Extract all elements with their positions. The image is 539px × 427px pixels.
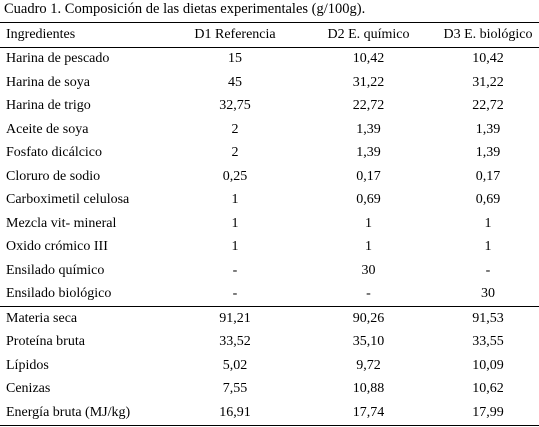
value-cell: 10,42	[472, 51, 504, 67]
table-row: Aceite de soya 2 1,39 1,39	[0, 118, 539, 142]
row-label-cell: Cenizas	[6, 381, 51, 397]
row-label-cell: Lípidos	[6, 357, 49, 373]
value-cell: -	[366, 286, 371, 302]
value-cell: 32,75	[219, 98, 251, 114]
value-cell: 1	[231, 192, 239, 208]
value-cell: 1	[484, 239, 492, 255]
value-cell: 2	[231, 145, 239, 161]
value-cell: 30	[481, 286, 495, 302]
table-row: Cenizas 7,55 10,88 10,62	[0, 378, 539, 402]
row-label-cell: Ensilado biológico	[6, 286, 112, 302]
value-cell: 1	[484, 215, 492, 231]
value-cell: 0,25	[222, 168, 248, 184]
value-cell: 10,88	[352, 381, 385, 397]
table-caption: Cuadro 1. Composición de las dietas expe…	[4, 1, 366, 17]
row-label-cell: Materia seca	[0, 306, 164, 331]
diet-composition-table: Ingredientes D1 Referencia D2 E. químico…	[0, 22, 539, 426]
value-cell: 1	[231, 239, 239, 255]
value-cell: 5,02	[222, 357, 248, 373]
column-header-d3: D3 E. biológico	[443, 26, 533, 42]
value-cell: 1	[365, 215, 372, 231]
value-cell: 0,69	[356, 192, 381, 208]
value-cell: 22,72	[472, 98, 504, 114]
row-label-cell: Aceite de soya	[6, 121, 89, 137]
value-cell: 16,91	[164, 401, 306, 426]
row-label-cell: Mezcla vit- mineral	[6, 215, 117, 231]
table-row: Energía bruta (MJ/kg) 16,91 17,74 17,99	[0, 401, 539, 426]
table-row: Cloruro de sodio 0,25 0,17 0,17	[0, 165, 539, 189]
header-row: Ingredientes D1 Referencia D2 E. químico…	[0, 22, 539, 47]
ingredients-rows: Harina de pescado 15 10,42 10,42 Harina de s…	[0, 47, 539, 307]
value-cell: 31,22	[472, 74, 504, 90]
value-cell: 91,21	[164, 306, 306, 331]
value-cell: 1,39	[356, 145, 381, 161]
value-cell: 33,52	[219, 334, 251, 350]
value-cell: 90,26	[306, 306, 431, 331]
value-cell: 10,42	[352, 51, 385, 67]
value-cell: -	[485, 262, 491, 278]
table-row: Ensilado biológico - - 30	[0, 283, 539, 307]
table-row: Carboximetil celulosa 1 0,69 0,69	[0, 189, 539, 213]
table-row: Harina de pescado 15 10,42 10,42	[0, 47, 539, 71]
table-row: Harina de trigo 32,75 22,72 22,72	[0, 95, 539, 119]
value-cell: 30	[361, 262, 376, 278]
value-cell: 9,72	[356, 357, 381, 373]
value-cell: 1,39	[475, 121, 501, 137]
row-label-cell: Harina de pescado	[6, 51, 110, 67]
row-label-cell: Ensilado químico	[6, 262, 105, 278]
table-row: Lípidos 5,02 9,72 10,09	[0, 354, 539, 378]
table-row: Ensilado químico - 30 -	[0, 259, 539, 283]
value-cell: 10,09	[472, 357, 504, 373]
value-cell: 35,10	[352, 334, 385, 350]
table-row: Fosfato dicálcico 2 1,39 1,39	[0, 142, 539, 166]
value-cell: 0,17	[356, 168, 381, 184]
value-cell: 15	[228, 51, 242, 67]
table-row: Materia seca 91,21 90,26 91,53	[0, 306, 539, 331]
value-cell: 17,74	[306, 401, 431, 426]
value-cell: -	[232, 262, 238, 278]
value-cell: 1	[231, 215, 239, 231]
value-cell: 10,62	[472, 381, 504, 397]
column-header-d2: D2 E. químico	[327, 26, 410, 42]
value-cell: 91,53	[431, 306, 539, 331]
table-row: Harina de soya 45 31,22 31,22	[0, 71, 539, 95]
column-header-d1: D1 Referencia	[194, 26, 276, 42]
column-header-ingredientes: Ingredientes	[6, 26, 76, 42]
row-label-cell: Carboximetil celulosa	[6, 192, 130, 208]
table-row: Oxido crómico III 1 1 1	[0, 236, 539, 260]
row-label-cell: Harina de trigo	[6, 98, 91, 114]
value-cell: 2	[231, 121, 239, 137]
table-row: Mezcla vit- mineral 1 1 1	[0, 212, 539, 236]
value-cell: 45	[228, 74, 242, 90]
value-cell: 31,22	[352, 74, 385, 90]
value-cell: 1,39	[356, 121, 381, 137]
value-cell: 22,72	[352, 98, 385, 114]
row-label-cell: Oxido crómico III	[6, 239, 108, 255]
value-cell: -	[232, 286, 238, 302]
value-cell: 0,69	[475, 192, 501, 208]
table-row: Proteína bruta 33,52 35,10 33,55	[0, 331, 539, 355]
row-label-cell: Fosfato dicálcico	[6, 145, 103, 161]
value-cell: 0,17	[475, 168, 501, 184]
value-cell: 17,99	[431, 401, 539, 426]
value-cell: 1	[365, 239, 372, 255]
table-header: Ingredientes D1 Referencia D2 E. químico…	[0, 22, 539, 47]
value-cell: 33,55	[472, 334, 504, 350]
value-cell: 7,55	[222, 381, 248, 397]
row-label-cell: Cloruro de sodio	[6, 168, 101, 184]
value-cell: 1,39	[475, 145, 501, 161]
composition-rows: Materia seca 91,21 90,26 91,53 Proteína brut…	[0, 306, 539, 426]
row-label-cell: Proteína bruta	[6, 334, 85, 350]
row-label-cell: Harina de soya	[6, 74, 90, 90]
row-label-cell: Energía bruta (MJ/kg)	[0, 401, 164, 426]
